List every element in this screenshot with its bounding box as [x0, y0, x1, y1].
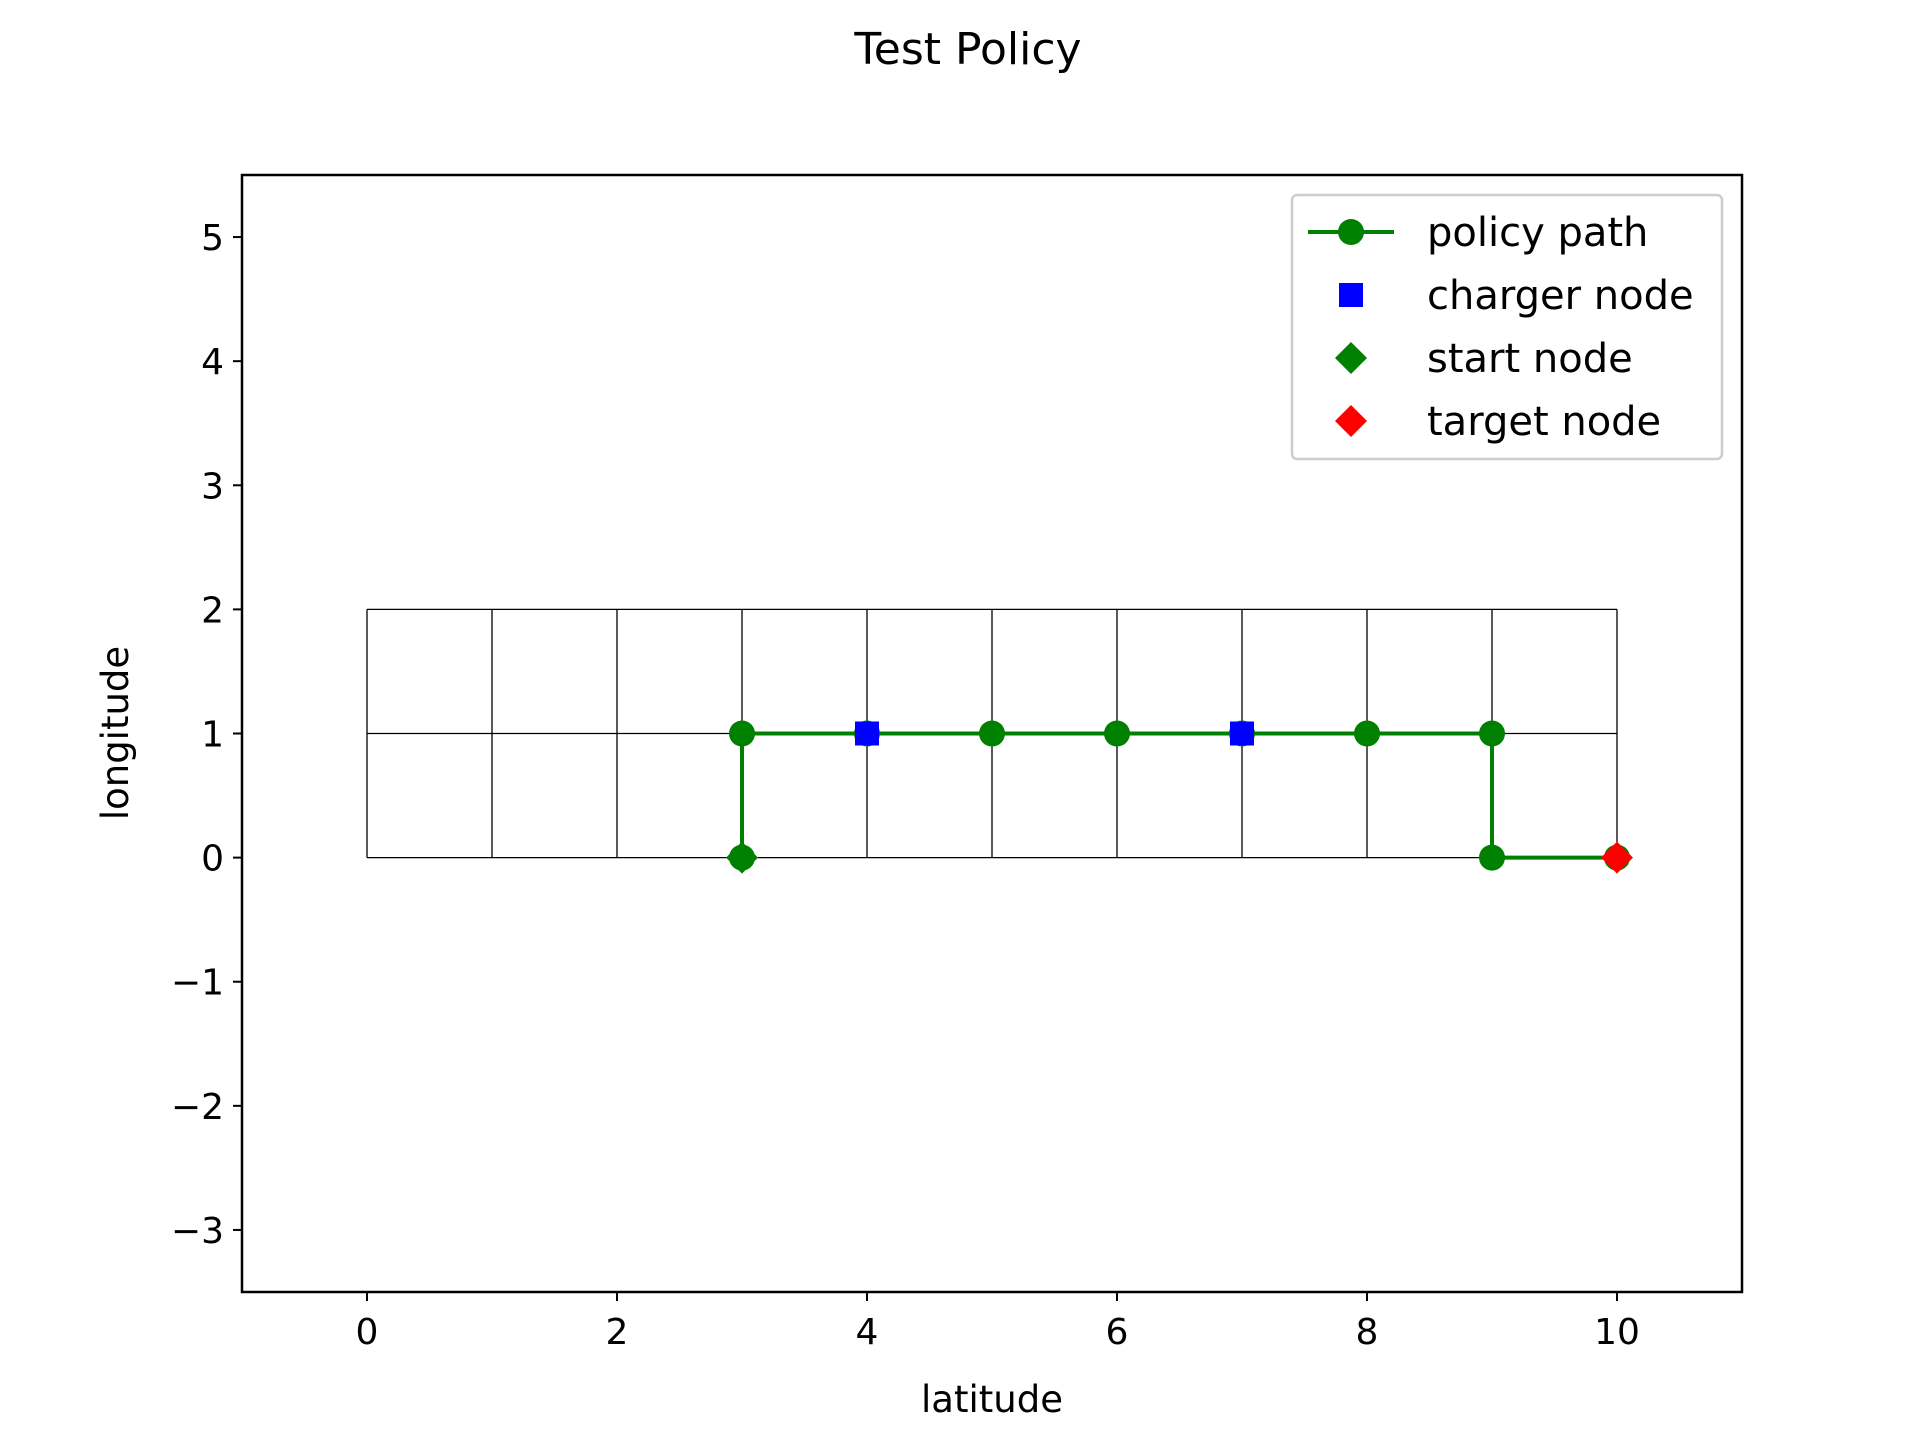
policy-path-point [1104, 720, 1130, 747]
policy-path-line [740, 731, 1617, 860]
chart-title: Test Policy [853, 24, 1081, 75]
legend-start-node-label: start node [1427, 336, 1633, 382]
x-tick-label: 4 [856, 1312, 879, 1353]
x-tick-label: 8 [1356, 1312, 1379, 1353]
charger-node-point [855, 721, 879, 746]
y-tick-label: 4 [201, 342, 224, 383]
series-layer [726, 720, 1633, 874]
y-tick-label: −3 [171, 1211, 224, 1252]
x-axis-label: latitude [921, 1378, 1063, 1421]
legend-target-node-marker [1335, 405, 1367, 437]
legend-policy-path-marker [1338, 219, 1364, 245]
y-axis-label: longitude [94, 646, 137, 820]
x-axis-ticks: 0 2 4 6 8 10 [356, 1292, 1640, 1353]
legend-target-node-label: target node [1427, 399, 1661, 445]
x-tick-label: 6 [1106, 1312, 1129, 1353]
y-tick-label: 2 [201, 590, 224, 631]
y-tick-label: 3 [201, 466, 224, 507]
policy-path-point [729, 720, 755, 747]
legend-charger-node-marker [1339, 283, 1363, 307]
target-node-point [1601, 841, 1633, 874]
policy-path-point [1479, 720, 1505, 747]
x-tick-label: 0 [356, 1312, 379, 1353]
policy-path-point [1354, 720, 1380, 747]
legend-box [1290, 193, 1724, 461]
x-tick-label: 2 [606, 1312, 629, 1353]
y-tick-label: 0 [201, 839, 224, 880]
start-node-point [726, 841, 758, 874]
policy-path-point [979, 720, 1005, 747]
y-tick-label: −2 [171, 1087, 224, 1128]
legend-charger-node-label: charger node [1427, 273, 1694, 319]
legend: policy path charger node start node target … [1290, 193, 1724, 461]
legend-start-node-marker [1335, 342, 1367, 374]
y-axis-ticks: −3 −2 −1 0 1 2 3 4 5 [171, 218, 242, 1252]
policy-path-point [1479, 844, 1505, 871]
x-tick-label: 10 [1594, 1312, 1640, 1353]
legend-policy-path-label: policy path [1427, 210, 1648, 256]
y-tick-label: 5 [201, 218, 224, 259]
charger-node-point [1230, 721, 1254, 746]
y-tick-label: 1 [201, 715, 224, 756]
y-tick-label: −1 [171, 963, 224, 1004]
